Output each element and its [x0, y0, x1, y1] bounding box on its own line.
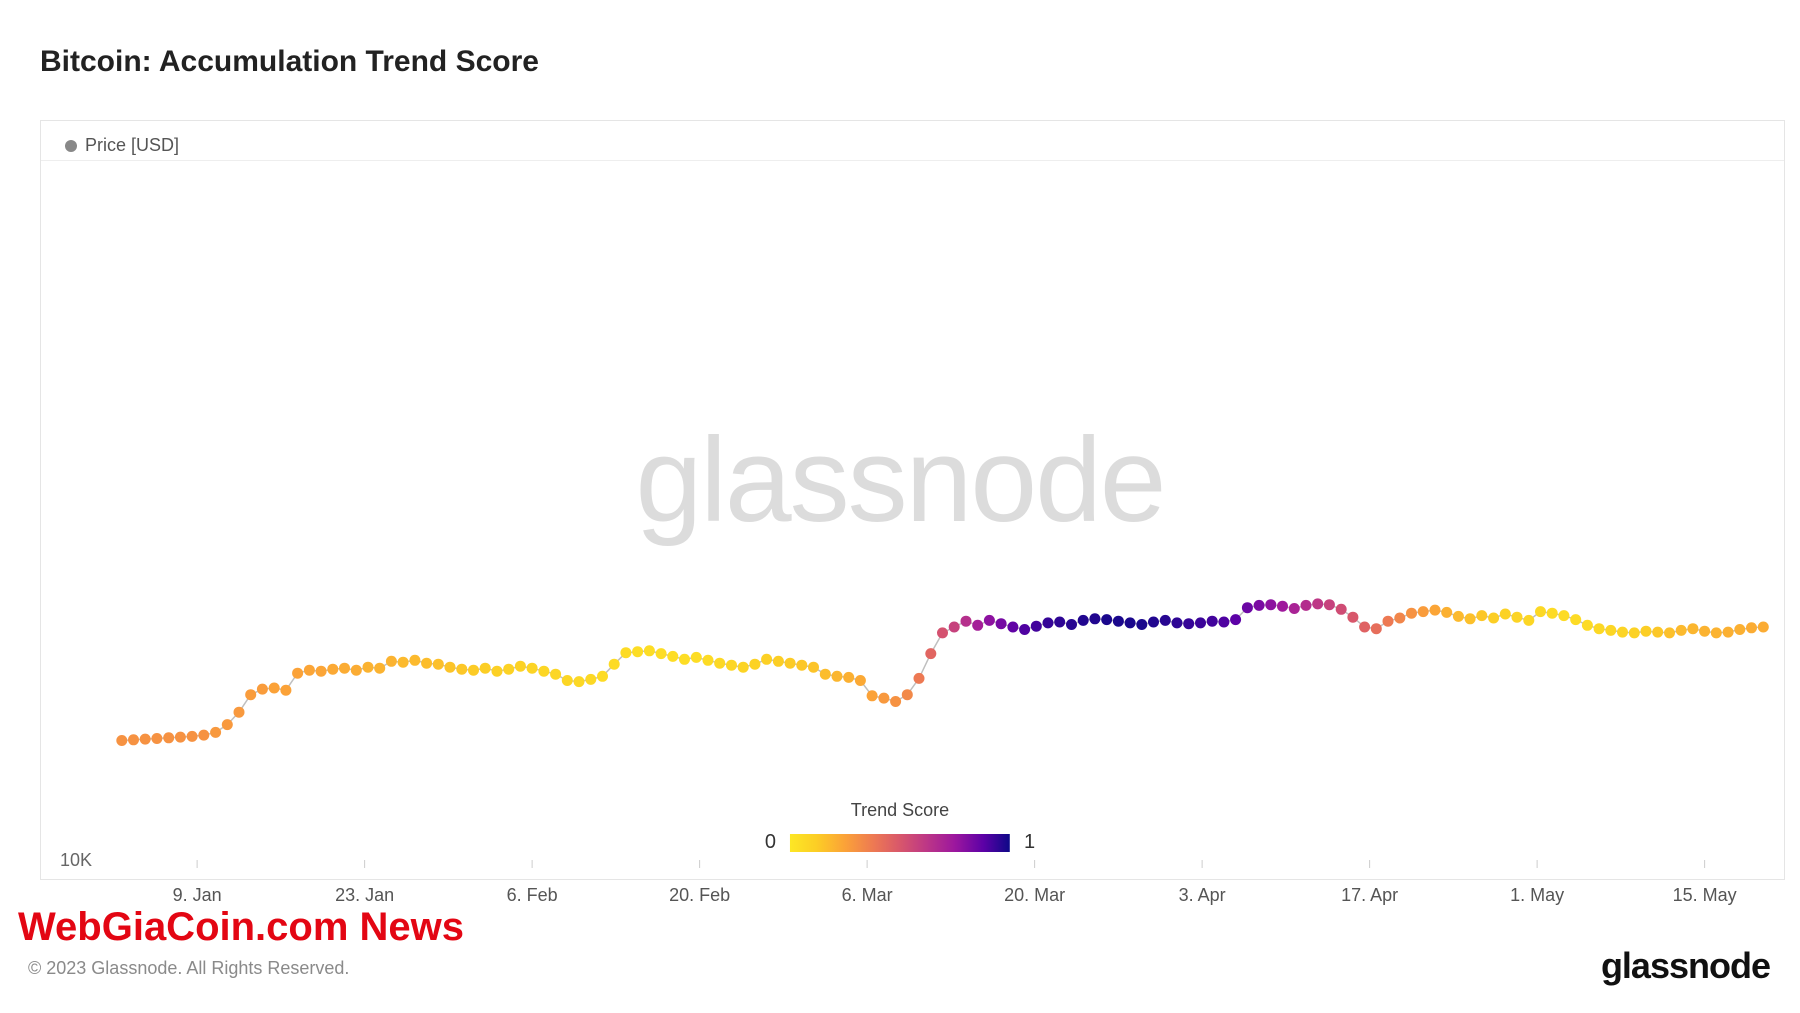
y-tick-label: 10K [60, 850, 92, 871]
x-tick-label: 23. Jan [335, 885, 394, 906]
x-tick-label: 3. Apr [1179, 885, 1226, 906]
overlay-news-text: WebGiaCoin.com News [18, 905, 464, 950]
colorbar-gradient [790, 834, 1010, 852]
x-tick-label: 20. Mar [1004, 885, 1065, 906]
x-tick-label: 1. May [1510, 885, 1564, 906]
x-tick-label: 17. Apr [1341, 885, 1398, 906]
colorbar-max-label: 1 [1024, 831, 1035, 854]
x-tick-label: 6. Mar [842, 885, 893, 906]
brand-logo-text: glassnode [1601, 945, 1770, 987]
colorbar: Trend Score 0 1 [765, 800, 1035, 854]
chart-title: Bitcoin: Accumulation Trend Score [40, 45, 539, 79]
x-tick-label: 9. Jan [173, 885, 222, 906]
chart-svg [40, 120, 1785, 880]
colorbar-min-label: 0 [765, 831, 776, 854]
x-tick-label: 20. Feb [669, 885, 730, 906]
x-tick-label: 6. Feb [507, 885, 558, 906]
x-tick-label: 15. May [1673, 885, 1737, 906]
copyright-text: © 2023 Glassnode. All Rights Reserved. [28, 958, 349, 979]
colorbar-title: Trend Score [765, 800, 1035, 821]
